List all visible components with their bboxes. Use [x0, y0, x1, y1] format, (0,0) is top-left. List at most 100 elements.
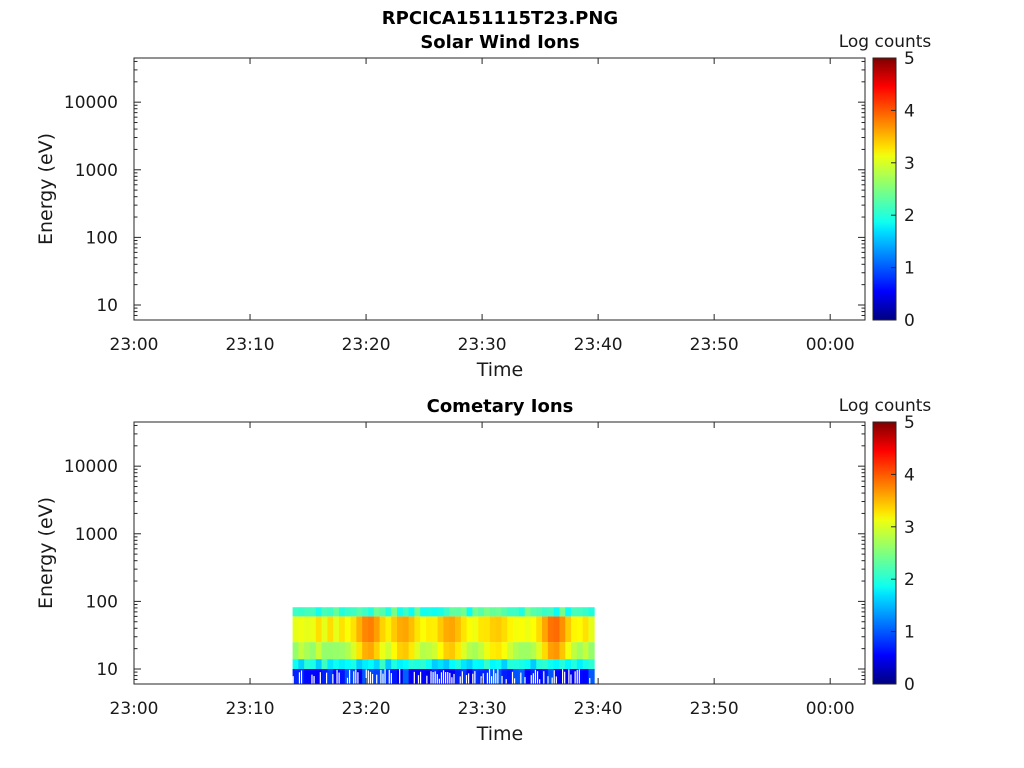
spectrogram-cell	[501, 669, 508, 684]
spectrogram-gap	[311, 674, 313, 684]
spectrogram-gap	[319, 672, 321, 684]
spectrogram-cell	[559, 642, 566, 660]
spectrogram-cell	[356, 607, 363, 617]
spectrogram-cell	[513, 642, 520, 660]
spectrogram-gap	[459, 676, 461, 684]
spectrogram-cell	[420, 616, 427, 643]
spectrogram-cell	[571, 669, 578, 684]
colorbar-tick-label: 1	[904, 259, 915, 279]
spectrogram-gap	[332, 674, 334, 684]
spectrogram-cell	[309, 642, 317, 660]
spectrogram-cell	[368, 607, 375, 617]
spectrogram-cell	[582, 607, 589, 617]
spectrogram-cell	[443, 669, 450, 684]
colorbar-tick-label: 3	[904, 154, 915, 174]
spectrogram-cell	[420, 642, 427, 660]
spectrogram-gap	[505, 679, 507, 684]
y-tick-label: 10	[96, 660, 118, 680]
spectrogram-cell	[437, 669, 444, 684]
spectrogram-cell	[368, 659, 375, 669]
spectrogram-cell	[402, 669, 410, 684]
spectrogram-gap	[482, 673, 484, 684]
spectrogram-cell	[478, 659, 485, 669]
spectrogram-cell	[431, 607, 439, 617]
spectrogram-gap	[490, 676, 493, 684]
spectrogram-cell	[565, 607, 572, 617]
spectrogram-cell	[559, 607, 566, 617]
spectrogram-cell	[524, 616, 531, 643]
spectrogram-cell	[402, 616, 410, 643]
spectrogram-gap	[562, 669, 564, 684]
spectrogram-cell	[408, 616, 415, 643]
spectrogram-gap	[472, 673, 474, 684]
spectrogram-cell	[466, 669, 473, 684]
spectrogram-cell	[309, 607, 317, 617]
spectrogram-cell	[518, 607, 526, 617]
spectrogram-cell	[524, 642, 531, 660]
spectrogram-cell	[420, 669, 427, 684]
spectrogram-cell	[344, 659, 351, 669]
spectrogram-cell	[414, 669, 421, 684]
spectrogram-cell	[501, 616, 508, 643]
spectrogram-cell	[385, 669, 392, 684]
spectrogram-cell	[565, 616, 572, 643]
spectrogram-gap	[488, 669, 491, 684]
spectrogram-gap	[376, 674, 378, 684]
spectrogram-gap	[382, 673, 384, 684]
spectrogram-gap	[348, 669, 351, 684]
spectrogram-cell	[530, 607, 537, 617]
y-tick-label: 10000	[64, 93, 118, 113]
spectrogram-cell	[309, 659, 317, 669]
colorbar-tick-label: 0	[904, 311, 915, 331]
y-axis-label: Energy (eV)	[35, 497, 57, 609]
colorbar-tick-label: 5	[904, 49, 915, 69]
spectrogram-cell	[542, 659, 549, 669]
spectrogram-cell	[292, 616, 299, 643]
spectrogram-gap	[513, 678, 516, 684]
spectrogram-cell	[513, 669, 520, 684]
spectrogram-gap	[384, 669, 386, 684]
spectrogram-cell	[304, 642, 311, 660]
figure-title: RPCICA151115T23.PNG	[382, 8, 618, 29]
spectrogram-gap	[313, 676, 315, 684]
spectrogram-gap	[371, 674, 374, 684]
spectrogram-cell	[414, 607, 421, 617]
spectrogram-cell	[547, 642, 555, 660]
spectrogram-cell	[420, 607, 427, 617]
spectrogram-cell	[553, 616, 560, 643]
spectrogram-gap	[465, 674, 468, 684]
spectrogram-gap	[539, 679, 541, 684]
spectrogram-gap	[292, 676, 294, 684]
spectrogram-gap	[442, 670, 445, 684]
spectrogram-cell	[426, 616, 433, 643]
spectrogram-cell	[530, 616, 537, 643]
colorbar-tick-label: 2	[904, 570, 915, 590]
spectrogram-gap	[543, 671, 545, 684]
spectrogram-cell	[304, 616, 311, 643]
spectrogram-cell	[576, 642, 584, 660]
spectrogram-cell	[547, 607, 555, 617]
spectrogram-cell	[455, 616, 462, 643]
spectrogram-cell	[588, 659, 595, 669]
spectrogram-cell	[565, 642, 572, 660]
spectrogram-cell	[391, 642, 398, 660]
spectrogram-cell	[443, 616, 450, 643]
spectrogram-cell	[350, 616, 357, 643]
x-axis-label: Time	[476, 723, 524, 745]
spectrogram-cell	[582, 616, 589, 643]
spectrogram-cell	[588, 642, 595, 660]
spectrogram-cell	[472, 607, 479, 617]
x-tick-label: 23:10	[226, 699, 275, 719]
spectrogram-cell	[495, 669, 502, 684]
x-tick-label: 23:30	[458, 335, 507, 355]
x-tick-label: 23:00	[110, 335, 159, 355]
spectrogram-cell	[338, 659, 346, 669]
spectrogram-cell	[582, 642, 589, 660]
spectrogram-gap	[589, 678, 591, 684]
spectrogram-gap	[300, 670, 303, 684]
spectrogram-gap	[564, 671, 566, 684]
spectrogram-gap	[413, 671, 415, 684]
spectrogram-gap	[355, 669, 357, 684]
spectrogram-cell	[588, 616, 595, 643]
spectrogram-cell	[449, 642, 456, 660]
